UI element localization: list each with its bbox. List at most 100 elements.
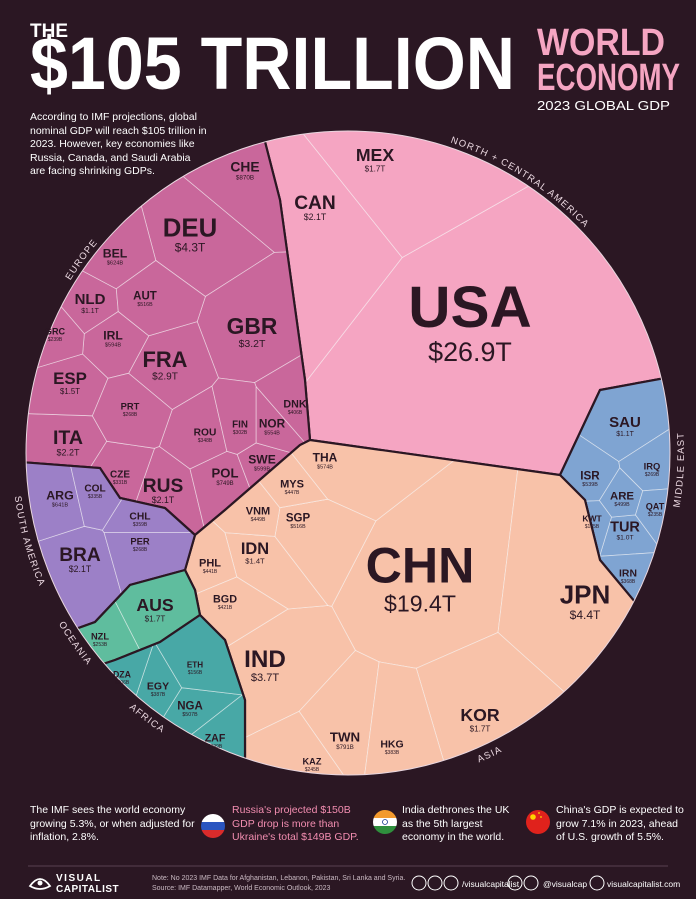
- value-label: $1.1T: [81, 308, 99, 315]
- value-label: $245B: [305, 767, 320, 773]
- country-code: EGY: [147, 680, 169, 692]
- country-code: MYS: [280, 478, 304, 490]
- country-code: ARG: [46, 488, 74, 502]
- country-code: NZL: [91, 632, 109, 642]
- value-label: $185B: [585, 524, 600, 530]
- value-label: $1.7T: [365, 164, 386, 173]
- country-code: CHE: [230, 159, 259, 174]
- country-code: SWE: [248, 452, 276, 466]
- country-code: QAT: [646, 502, 665, 512]
- value-label: $387B: [151, 692, 166, 698]
- value-label: $268B: [133, 547, 148, 553]
- title: $105 TRILLION: [30, 22, 515, 105]
- value-label: $383B: [385, 750, 400, 756]
- value-label: $2.2T: [56, 447, 80, 457]
- country-code: IRN: [619, 568, 637, 579]
- country-cell: [360, 661, 486, 775]
- subtitle: 2023 GLOBAL GDP: [537, 98, 670, 113]
- value-label: $235B: [648, 512, 663, 518]
- side-title: ECONOMY: [537, 57, 680, 99]
- value-label: $2.1T: [69, 564, 92, 574]
- value-label: $2.9T: [152, 372, 178, 383]
- value-label: $156B: [188, 670, 203, 676]
- country-code: ISR: [580, 469, 600, 482]
- country-cell: [37, 694, 246, 775]
- country-code: AUS: [136, 595, 174, 615]
- logo-icon: [28, 878, 52, 890]
- country-cell: [244, 710, 383, 775]
- value-label: $3.7T: [251, 672, 280, 684]
- value-label: $447B: [285, 490, 300, 496]
- value-label: $348B: [198, 438, 213, 444]
- value-label: $599B: [254, 466, 270, 472]
- country-code: BRA: [59, 545, 101, 566]
- value-label: $1.1T: [616, 431, 634, 438]
- intro: According to IMF projections, global nom…: [30, 111, 207, 177]
- title-prefix: THE: [30, 21, 68, 42]
- country-code: ETH: [187, 661, 203, 670]
- value-label: $791B: [336, 744, 354, 751]
- country-code: ARE: [610, 490, 634, 502]
- social-icons: [411, 875, 605, 891]
- country-cell: [211, 377, 257, 455]
- country-code: PRT: [121, 401, 140, 412]
- country-code: NOR: [259, 416, 286, 430]
- value-label: $594B: [105, 342, 121, 348]
- country-code: ZAF: [205, 732, 226, 744]
- value-label: $1.7T: [145, 614, 166, 623]
- country-code: FIN: [232, 420, 248, 431]
- outer-circle: [25, 130, 671, 776]
- source: Source: IMF Datamapper, World Economic O…: [152, 885, 331, 892]
- value-label: $1.7T: [470, 724, 491, 733]
- value-label: $499B: [614, 502, 630, 508]
- country-code: BEL: [103, 246, 128, 260]
- country-code: ITA: [53, 427, 83, 449]
- country-code: BGD: [213, 593, 237, 605]
- value-label: $516B: [290, 524, 306, 530]
- country-code: KAZ: [303, 757, 322, 767]
- country-code: COL: [84, 483, 105, 494]
- country-code: MEX: [356, 145, 395, 165]
- value-label: $26.9T: [428, 337, 512, 367]
- value-label: $399B: [208, 744, 223, 750]
- country-code: KWT: [582, 514, 602, 524]
- country-code: SGP: [286, 512, 311, 524]
- country-code: IRQ: [644, 461, 661, 472]
- value-label: $331B: [113, 480, 128, 486]
- country-code: AUT: [133, 290, 157, 302]
- country-code: NGA: [177, 700, 203, 712]
- country-code: VNM: [246, 505, 270, 517]
- value-label: $302B: [233, 430, 248, 436]
- india-flag: [373, 810, 397, 834]
- value-label: $406B: [288, 410, 303, 416]
- country-code: ROU: [194, 427, 217, 438]
- country-code: KOR: [460, 705, 500, 725]
- value-label: $421B: [218, 605, 233, 611]
- country-code: TUR: [610, 519, 640, 535]
- fact: The IMF sees the world economy growing 5…: [30, 804, 195, 843]
- value-label: $268B: [123, 412, 138, 418]
- value-label: $3.2T: [239, 338, 266, 350]
- fact: India dethrones the UK as the 5th larges…: [402, 804, 510, 843]
- country-cell: [158, 385, 228, 470]
- country-code: ESP: [53, 369, 87, 388]
- value-label: $749B: [216, 481, 233, 487]
- country-code: CHL: [129, 511, 150, 522]
- country-code: CZE: [110, 469, 130, 480]
- country-code: GRC: [45, 327, 66, 337]
- country-code: FRA: [143, 347, 188, 372]
- country-code: NLD: [75, 291, 106, 308]
- country-code: JPN: [560, 580, 611, 610]
- note: Note: No 2023 IMF Data for Afghanistan, …: [152, 875, 406, 882]
- country-code: DZA: [113, 670, 132, 680]
- country-code: DEU: [163, 215, 217, 243]
- country-code: POL: [212, 465, 239, 480]
- social-handle: visualcapitalist.com: [607, 879, 681, 889]
- country-code: DNK: [283, 398, 306, 410]
- value-label: $253B: [93, 642, 108, 648]
- value-label: $2.1T: [152, 495, 175, 505]
- country-code: CHN: [366, 537, 475, 593]
- value-label: $1.0T: [616, 535, 633, 542]
- region-label: MIDDLE EAST: [672, 432, 687, 509]
- country-code: GBR: [227, 313, 278, 339]
